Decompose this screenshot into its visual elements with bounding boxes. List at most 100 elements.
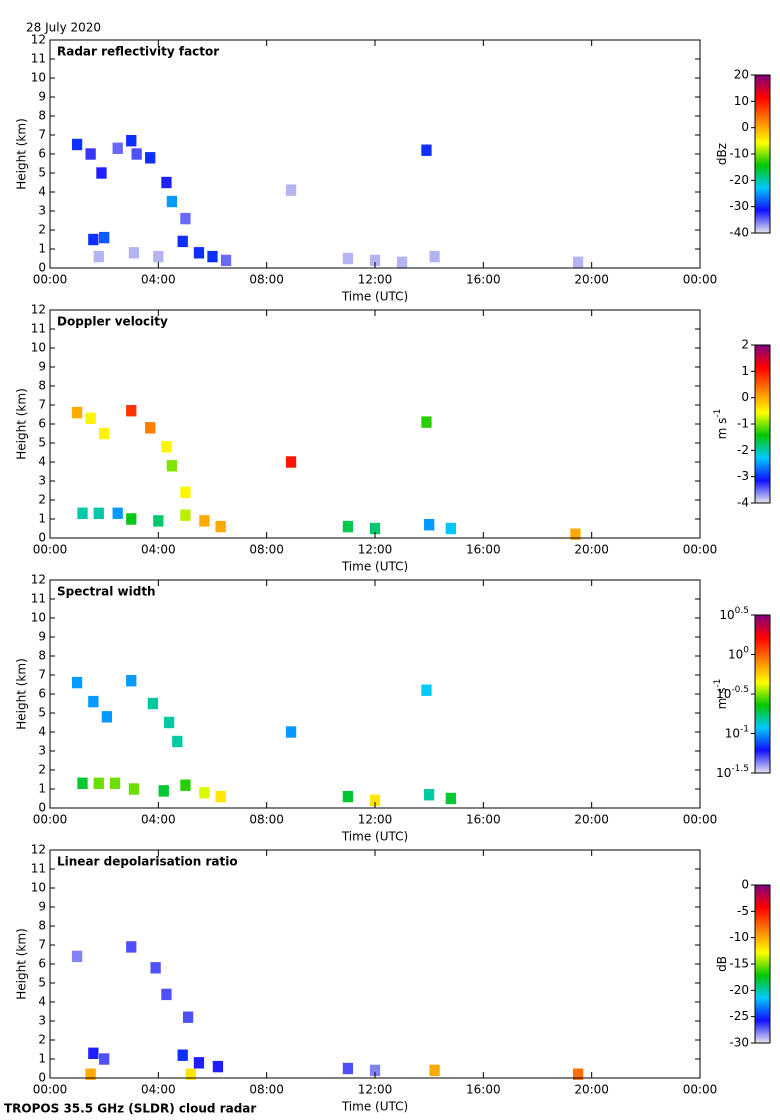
colorbar-tick-exponent: 0.5 — [735, 606, 749, 616]
radar-echo — [150, 962, 161, 974]
x-tick-label: 16:00 — [466, 813, 501, 827]
y-tick-label: 8 — [38, 379, 46, 393]
y-tick-label: 11 — [31, 322, 46, 336]
colorbar-tick-label: 100.5 — [719, 606, 749, 622]
radar-echo — [126, 941, 137, 953]
plot-frame — [49, 849, 701, 1079]
radar-echo — [421, 416, 432, 428]
radar-echo — [193, 247, 205, 259]
y-axis-label: Height (km) — [15, 658, 29, 729]
y-tick-label: 4 — [38, 185, 46, 199]
colorbar-tick-label: -25 — [729, 1009, 749, 1023]
colorbar-unit-exponent: -1 — [713, 409, 723, 418]
radar-echo — [88, 1047, 99, 1059]
y-tick-label: 4 — [38, 995, 46, 1009]
colorbar-tick-label: 100 — [728, 645, 749, 661]
radar-echo — [199, 515, 210, 527]
y-tick-label: 7 — [38, 938, 46, 952]
y-tick-label: 0 — [38, 531, 46, 545]
colorbar-unit-exponent: -1 — [713, 679, 723, 688]
radar-echo — [207, 250, 218, 263]
y-tick-label: 8 — [38, 109, 46, 123]
y-tick-label: 1 — [38, 512, 46, 526]
radar-echo — [421, 684, 432, 696]
x-tick-label: 08:00 — [249, 543, 284, 557]
radar-echo — [93, 777, 104, 789]
radar-echo — [342, 790, 354, 803]
y-tick-label: 2 — [38, 493, 46, 507]
x-tick-label: 16:00 — [466, 1083, 501, 1097]
colorbar-label: m s-1 — [713, 409, 729, 440]
y-tick-label: 12 — [31, 33, 46, 47]
radar-echo — [71, 138, 83, 151]
y-tick-label: 9 — [38, 360, 46, 374]
radar-echo — [109, 777, 121, 789]
colorbar — [754, 344, 771, 504]
radar-echo — [99, 231, 110, 244]
colorbar — [754, 884, 771, 1044]
x-tick-label: 16:00 — [466, 273, 501, 287]
colorbar-tick-label: -30 — [729, 1036, 749, 1050]
radar-echo — [158, 785, 169, 797]
colorbar-tick-label: -3 — [737, 469, 749, 483]
radar-echo — [85, 148, 96, 160]
radar-echo — [93, 250, 104, 263]
colorbar-tick-exponent: -0.5 — [731, 684, 749, 694]
y-tick-label: 10 — [31, 881, 46, 895]
y-tick-label: 9 — [38, 900, 46, 914]
radar-echo — [429, 1064, 440, 1077]
colorbar — [754, 614, 771, 774]
x-tick-label: 08:00 — [249, 1083, 284, 1097]
colorbar-tick-base: 10 — [716, 686, 731, 700]
colorbar-tick-exponent: -1 — [740, 724, 749, 734]
x-tick-label: 08:00 — [249, 813, 284, 827]
radar-echo — [172, 735, 183, 748]
y-tick-label: 9 — [38, 630, 46, 644]
y-axis-label: Height (km) — [15, 388, 29, 459]
colorbar-tick-label: 10-1 — [725, 724, 749, 740]
x-tick-label: 00:00 — [683, 813, 718, 827]
radar-echo — [421, 144, 432, 156]
colorbar-tick-base: 10 — [725, 726, 740, 740]
y-tick-label: 0 — [38, 261, 46, 275]
radar-echo — [369, 1064, 381, 1077]
radar-echo — [128, 783, 140, 795]
radar-echo — [88, 233, 99, 246]
colorbar — [754, 74, 771, 234]
radar-echo — [193, 1057, 205, 1069]
colorbar-tick-label: -30 — [729, 199, 749, 213]
y-tick-label: 8 — [38, 919, 46, 933]
radar-echo — [164, 716, 175, 729]
y-tick-label: 0 — [38, 801, 46, 815]
radar-echo — [126, 135, 137, 147]
radar-echo — [166, 460, 178, 472]
x-tick-label: 20:00 — [574, 543, 609, 557]
y-tick-label: 3 — [38, 474, 46, 488]
x-tick-label: 12:00 — [358, 813, 393, 827]
colorbar-tick-label: 10-1.5 — [716, 764, 749, 780]
y-tick-label: 11 — [31, 52, 46, 66]
radar-echo — [166, 195, 178, 208]
colorbar-tick-label: -40 — [729, 226, 749, 240]
radar-echo — [342, 252, 354, 265]
radar-echo — [424, 519, 435, 531]
x-tick-label: 20:00 — [574, 1083, 609, 1097]
panel-title: Radar reflectivity factor — [57, 45, 219, 59]
radar-echo — [112, 507, 123, 519]
radar-echo — [161, 988, 172, 1001]
radar-echo — [96, 167, 107, 179]
radar-echo — [369, 254, 381, 267]
x-tick-label: 00:00 — [683, 543, 718, 557]
y-tick-label: 3 — [38, 204, 46, 218]
radar-echo — [369, 522, 381, 535]
y-tick-label: 0 — [38, 1071, 46, 1085]
colorbar-tick-label: 20 — [734, 68, 749, 82]
radar-echo — [369, 794, 381, 807]
y-tick-label: 3 — [38, 1014, 46, 1028]
colorbar-tick-exponent: 0 — [743, 645, 749, 655]
radar-echo — [153, 515, 164, 527]
radar-echo — [185, 1068, 196, 1080]
radar-echo — [77, 777, 88, 789]
y-tick-label: 5 — [38, 976, 46, 990]
y-tick-label: 2 — [38, 223, 46, 237]
